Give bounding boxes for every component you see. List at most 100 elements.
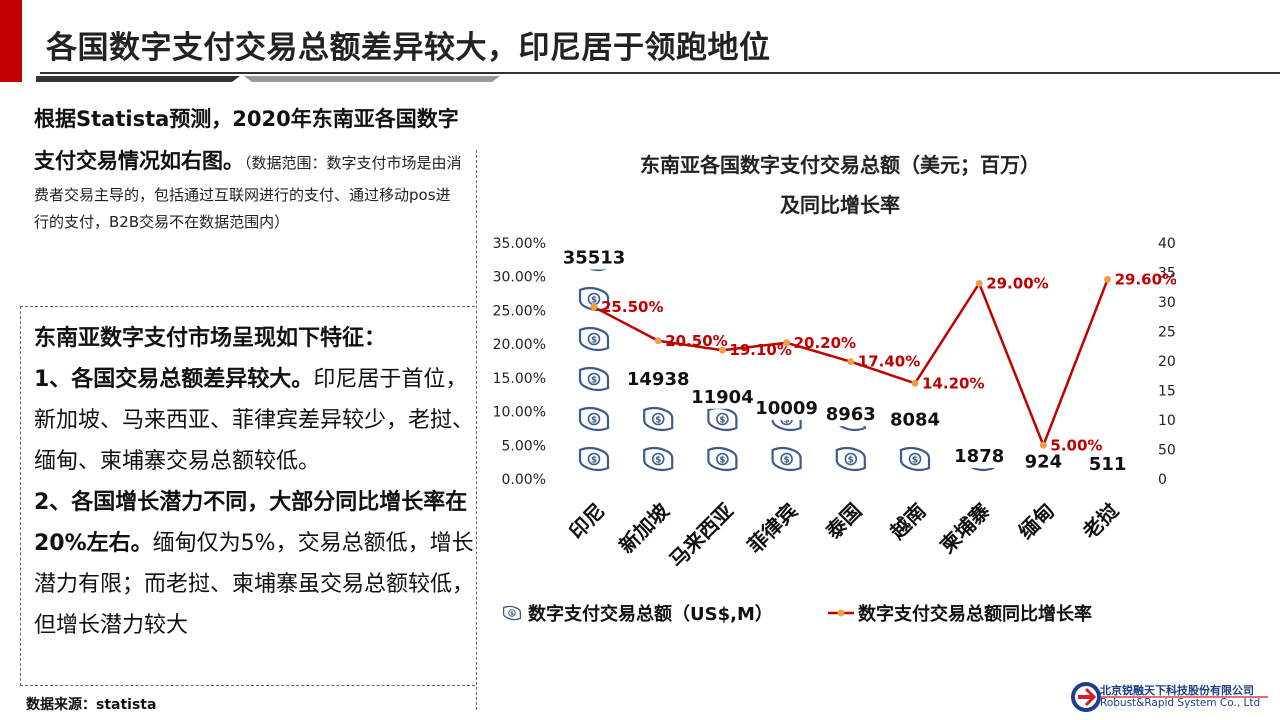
growth-point (783, 339, 791, 347)
growth-label: 29.00% (986, 274, 1048, 292)
growth-point (1039, 441, 1047, 449)
bar-top-mask (1077, 240, 1116, 476)
left-tick-label: 20.00% (493, 337, 546, 353)
left-tick-label: 0.00% (502, 472, 546, 488)
chart-title-line1: 东南亚各国数字支付交易总额（美元；百万） (640, 153, 1040, 177)
bar-top-mask (885, 240, 945, 432)
bar-菲律宾 (756, 240, 817, 472)
bar-top-mask (820, 240, 881, 427)
feature-point-1-text: 印尼居于首位，新加坡、马来西亚、菲律宾差异较少，老挝、缅甸、柬埔寨交易总额较低。 (34, 367, 475, 474)
right-tick-label: 5000 (1158, 443, 1176, 459)
divider (476, 150, 477, 710)
category-label: 印尼 (564, 499, 609, 544)
logo-company-en: Robust&Rapid System Co., Ltd (1100, 697, 1261, 709)
growth-label: 20.50% (665, 332, 727, 350)
legend-bar-label: 数字支付交易总额（US$,M） (528, 603, 773, 625)
category-label: 马来西亚 (664, 499, 738, 573)
bar-缅甸 (1013, 240, 1074, 474)
bar-value-label: 14938 (627, 369, 690, 390)
growth-label: 17.40% (858, 353, 920, 371)
growth-point (847, 358, 855, 366)
bill-icon (578, 366, 610, 392)
bill-icon (643, 446, 674, 472)
growth-point (975, 279, 983, 287)
bill-icon (899, 446, 931, 472)
intro-lead: 根据Statista预测，2020年东南亚各国数字支付交易情况如右图。 (34, 107, 459, 173)
feature-point-1: 1、各国交易总额差异较大。印尼居于首位，新加坡、马来西亚、菲律宾差异较少，老挝、… (34, 359, 474, 482)
bar-value-label: 35513 (563, 247, 626, 268)
bar-马来西亚 (692, 240, 753, 472)
feature-point-2: 2、各国增长潜力不同，大部分同比增长率在20%左右。缅甸仅为5%，交易总额低，增… (34, 482, 474, 646)
title-underline (36, 72, 1280, 82)
bar-top-mask (949, 240, 1010, 468)
right-tick-label: 35000 (1158, 266, 1176, 282)
legend-line-dot (837, 609, 845, 617)
intro-note: （数据范围：数字支付市场是由消费者交易主导的，包括通过互联网进行的支付、通过移动… (34, 154, 462, 231)
right-tick-label: 25000 (1158, 325, 1176, 341)
company-logo (1071, 682, 1268, 712)
left-tick-label: 15.00% (493, 371, 546, 387)
feature-point-2-bold: 2、各国增长潜力不同，大部分同比增长率在20%左右。 (34, 490, 468, 556)
bill-icon (707, 406, 738, 432)
bill-icon (578, 446, 610, 472)
bar-value-label: 511 (1089, 454, 1127, 475)
bill-icon (771, 446, 802, 472)
bar-老挝 (1077, 240, 1116, 476)
logo-company-cn: 北京锐融天下科技股份有限公司 (1100, 684, 1254, 697)
right-axis: 0 5000 10000 15000 20000 25000 30000 35000 40000 (1158, 236, 1176, 488)
right-tick-label: 30000 (1158, 295, 1176, 311)
intro-block: 根据Statista预测，2020年东南亚各国数字支付交易情况如右图。（数据范围… (34, 98, 464, 236)
left-tick-label: 10.00% (493, 405, 546, 421)
line-series: 25.50%20.50%19.10% 20.20%17.40%14.20% 29.0… (590, 270, 1176, 454)
bill-icon (643, 406, 674, 432)
category-label: 泰国 (820, 499, 866, 545)
growth-label: 19.10% (729, 341, 791, 359)
growth-point (911, 379, 919, 387)
page-title: 各国数字支付交易总额差异较大，印尼居于领跑地位 (46, 30, 771, 66)
bar-value-label: 10009 (755, 398, 818, 419)
bar-柬埔寨 (949, 240, 1010, 472)
legend-line-label: 数字支付交易总额同比增长率 (858, 603, 1092, 625)
growth-point (718, 346, 726, 354)
growth-label: 14.20% (922, 374, 984, 392)
logo-icon (1071, 682, 1101, 712)
bar-top-mask (692, 240, 753, 409)
category-label: 柬埔寨 (935, 499, 994, 558)
category-label: 缅甸 (1014, 499, 1059, 544)
category-label: 菲律宾 (743, 499, 802, 558)
legend-bill-icon (502, 605, 522, 621)
growth-point (654, 337, 662, 345)
bar-value-label: 8963 (826, 404, 876, 425)
data-source: 数据来源：statista (26, 697, 157, 713)
left-tick-label: 25.00% (493, 303, 546, 319)
bill-icon (835, 446, 866, 472)
growth-point (1104, 275, 1112, 283)
bar-value-label: 8084 (890, 409, 940, 430)
bar-value-label: 1878 (954, 446, 1004, 467)
feature-heading: 东南亚数字支付市场呈现如下特征： (34, 326, 387, 351)
left-tick-label: 30.00% (493, 270, 546, 286)
bill-icon (578, 406, 610, 432)
feature-box (20, 306, 475, 686)
bar-top-mask (578, 240, 624, 270)
payment-chart: $ 东南亚各国数字支付交易总额（美元；百万） 及同比增长率 0.00%5.00%… (493, 153, 1176, 625)
bar-series (578, 240, 1116, 476)
bar-value-label: 924 (1025, 452, 1063, 473)
accent-bar (0, 0, 22, 82)
category-label: 老挝 (1078, 498, 1124, 544)
growth-label: 25.50% (601, 298, 663, 316)
left-axis: 0.00% 5.00% 10.00% 15.00% 20.00% 25.00% 30.00%… (493, 236, 546, 488)
growth-label: 29.60% (1115, 270, 1176, 288)
right-tick-label: 40000 (1158, 236, 1176, 252)
bar-top-mask (628, 240, 689, 391)
right-tick-label: 15000 (1158, 384, 1176, 400)
bar-泰国 (820, 240, 881, 472)
growth-point (590, 303, 598, 311)
growth-label: 5.00% (1050, 436, 1102, 454)
bar-印尼 (578, 240, 624, 472)
feature-text: 东南亚数字支付市场呈现如下特征： 1、各国交易总额差异较大。印尼居于首位，新加坡… (34, 318, 474, 646)
right-tick-label: 20000 (1158, 354, 1176, 370)
legend: 数字支付交易总额（US$,M） 数字支付交易总额同比增长率 (502, 603, 1092, 625)
